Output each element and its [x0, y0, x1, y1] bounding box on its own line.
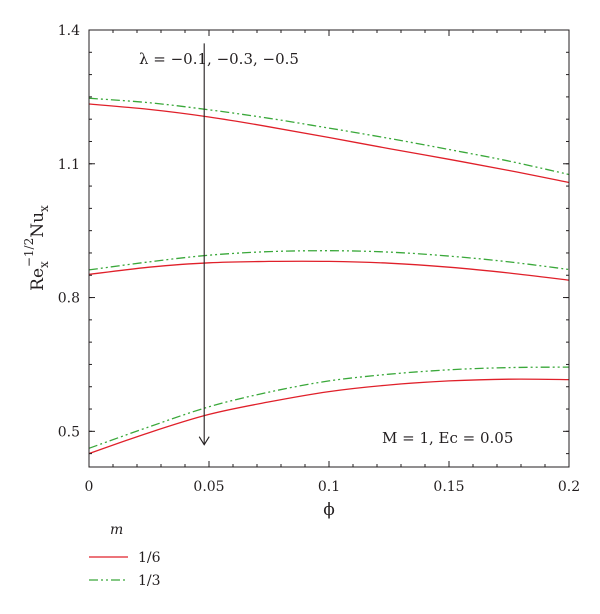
y-label-sub: x [37, 261, 51, 268]
series-line-m1-lambda-1 [88, 103, 570, 184]
y-tick-label: 0.5 [58, 424, 80, 440]
lambda-annotation: λ = −0.1, −0.3, −0.5 [139, 50, 299, 68]
chart-curves [88, 97, 570, 455]
y-label-base2: Nu [28, 212, 48, 238]
x-tick-label: 0.2 [558, 479, 580, 495]
arrow-head [198, 436, 210, 446]
series-line-m2-lambda-2 [88, 250, 570, 271]
params-annotation: M = 1, Ec = 0.05 [382, 429, 513, 447]
y-label-sub2: x [37, 205, 51, 212]
x-axis-label: ϕ [323, 500, 335, 520]
x-tick-label: 0.1 [318, 479, 340, 495]
axis-ticks: 0 0.05 0.1 0.15 0.2 0.5 0.8 1.1 1.4 [58, 23, 580, 495]
series-line-m1-lambda-3 [88, 378, 570, 455]
x-tick-label: 0.15 [433, 479, 464, 495]
y-tick-label: 0.8 [58, 291, 80, 307]
lambda-arrow [198, 43, 210, 446]
plot-frame [88, 29, 570, 468]
y-axis-label: Rex−1/2Nux [22, 205, 51, 291]
y-label-base: Re [28, 268, 48, 291]
y-tick-label: 1.1 [58, 157, 80, 173]
x-tick-label: 0 [85, 479, 94, 495]
legend-label-2: 1/3 [138, 573, 161, 589]
x-tick-label: 0.05 [193, 479, 224, 495]
y-tick-label: 1.4 [58, 23, 80, 39]
series-line-m2-lambda-1 [88, 97, 570, 176]
series-line-m2-lambda-3 [88, 366, 570, 449]
legend: m 1/6 1/3 [89, 522, 161, 589]
legend-title: m [110, 522, 123, 538]
series-line-m1-lambda-2 [88, 260, 570, 281]
y-label-sup: −1/2 [22, 238, 36, 267]
legend-label-1: 1/6 [138, 550, 161, 566]
